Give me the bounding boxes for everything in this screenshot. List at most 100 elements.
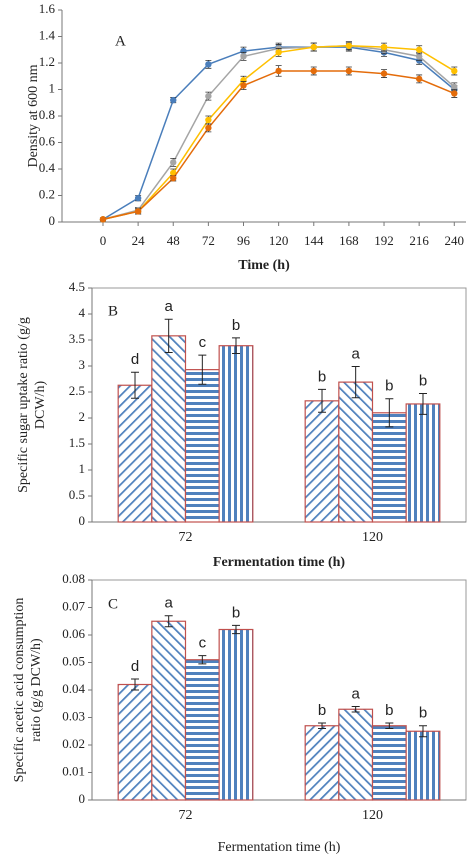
y-tick-label: 1.2: [39, 54, 55, 69]
x-tick-label: 120: [269, 233, 289, 248]
bar: [151, 620, 187, 801]
bar: [151, 335, 187, 523]
significance-letter: b: [419, 705, 427, 722]
point: [205, 116, 212, 124]
bar: [304, 400, 340, 523]
panel-title: C: [108, 596, 118, 612]
x-axis-label: Fermentation time (h): [213, 555, 346, 570]
point: [380, 43, 388, 51]
point: [310, 43, 317, 51]
y-tick-label: 1: [49, 80, 56, 95]
bar: [218, 345, 254, 523]
error-bar: [318, 388, 327, 413]
y-tick-label: 0.01: [62, 763, 85, 778]
point: [415, 46, 423, 53]
significance-letter: b: [232, 604, 240, 621]
significance-letter: b: [318, 702, 326, 719]
y-axis-label: Specific acetic acid consumption: [12, 598, 27, 783]
error-bar: [164, 615, 173, 628]
y-tick-label: 2: [79, 409, 86, 424]
significance-letter: a: [164, 595, 173, 612]
x-tick-label: 48: [167, 233, 180, 248]
x-tick-label: 0: [100, 233, 107, 248]
point: [345, 42, 353, 49]
bar: [218, 628, 254, 801]
significance-letter: b: [385, 702, 393, 719]
point: [134, 194, 142, 202]
x-tick-label: 72: [202, 233, 215, 248]
y-tick-label: 0.2: [39, 186, 55, 201]
x-tick-label: 120: [362, 530, 383, 545]
error-bar: [351, 706, 360, 713]
x-tick-label: 96: [237, 233, 251, 248]
significance-letter: a: [351, 345, 360, 362]
significance-letter: b: [385, 378, 393, 395]
x-tick-label: 216: [409, 233, 429, 248]
significance-letter: a: [351, 685, 360, 702]
y-tick-label: 0.8: [39, 107, 55, 122]
point: [380, 70, 388, 77]
y-tick-label: 0: [49, 213, 56, 228]
point: [310, 67, 317, 75]
y-tick-label: 0.06: [62, 626, 85, 641]
error-bar: [385, 398, 394, 428]
bar: [117, 384, 153, 523]
bar: [304, 725, 340, 801]
error-bar: [198, 655, 207, 665]
x-tick-label: 144: [304, 233, 324, 248]
error-bar: [231, 337, 240, 355]
y-tick-label: 2.5: [69, 383, 85, 398]
significance-letter: b: [318, 368, 326, 385]
bar: [184, 369, 220, 523]
x-tick-label: 192: [374, 233, 394, 248]
y-tick-label: 1.6: [39, 1, 56, 16]
x-tick-label: 24: [132, 233, 146, 248]
point: [240, 53, 247, 60]
bar: [117, 683, 153, 801]
bar: [371, 725, 407, 801]
bar: [405, 403, 441, 523]
y-tick-label: 0.5: [69, 487, 85, 502]
y-tick-label: 4: [79, 305, 86, 320]
point: [345, 67, 353, 75]
y-axis-label: DCW/h): [33, 381, 48, 430]
y-axis-label: Specific sugar uptake ratio (g/g: [16, 317, 31, 493]
error-bar: [131, 371, 140, 399]
y-tick-label: 1.4: [39, 27, 56, 42]
error-bar: [164, 318, 173, 353]
error-bar: [231, 624, 240, 635]
significance-letter: d: [131, 658, 139, 675]
significance-letter: d: [131, 351, 139, 368]
point: [451, 90, 458, 97]
bar: [338, 381, 374, 523]
x-tick-label: 240: [445, 233, 465, 248]
y-tick-label: 1.5: [69, 435, 85, 450]
significance-letter: b: [232, 317, 240, 334]
y-tick-label: 1: [79, 461, 86, 476]
y-tick-label: 0: [79, 791, 86, 806]
y-tick-label: 0.08: [62, 571, 85, 586]
y-tick-label: 0.4: [39, 160, 56, 175]
y-tick-label: 0.07: [62, 598, 85, 613]
panel-title: A: [115, 33, 126, 49]
point: [275, 49, 282, 56]
error-bar: [385, 722, 394, 729]
bar: [405, 730, 441, 801]
significance-letter: c: [199, 635, 207, 652]
y-tick-label: 3: [79, 357, 86, 372]
point: [415, 53, 423, 60]
point: [170, 159, 177, 166]
point: [99, 216, 107, 223]
significance-letter: c: [199, 334, 207, 351]
error-bar: [131, 678, 140, 691]
error-bar: [318, 722, 327, 729]
y-tick-label: 4.5: [69, 279, 85, 294]
x-tick-label: 168: [339, 233, 359, 248]
point: [451, 67, 458, 75]
point: [170, 175, 177, 182]
bar: [184, 659, 220, 801]
y-tick-label: 0.05: [62, 653, 85, 668]
x-tick-label: 120: [362, 808, 383, 823]
y-tick-label: 0.6: [39, 133, 56, 148]
